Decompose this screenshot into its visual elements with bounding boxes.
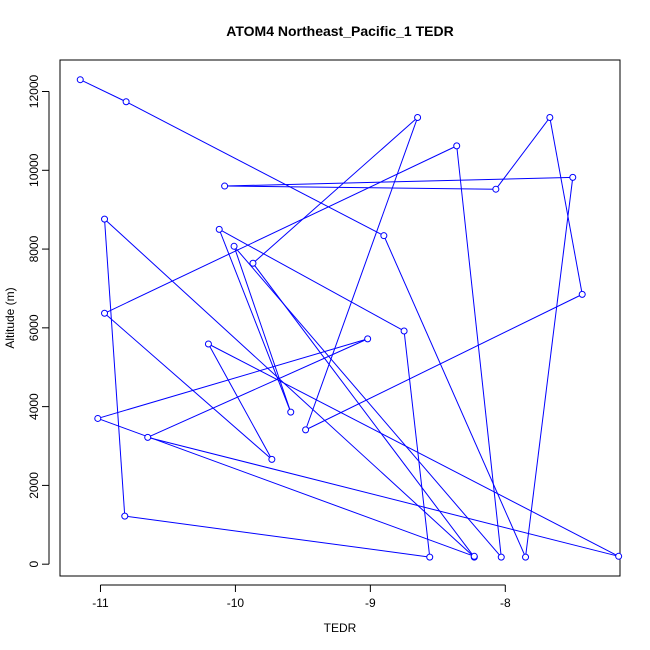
x-tick-label: -11 bbox=[92, 596, 109, 610]
series-segment bbox=[97, 417, 475, 557]
series-segment bbox=[104, 219, 126, 517]
data-point bbox=[426, 553, 434, 561]
x-tick-label: -8 bbox=[500, 596, 511, 610]
series-segment bbox=[525, 177, 574, 558]
series-segment bbox=[104, 218, 475, 558]
data-point bbox=[204, 340, 212, 348]
data-point bbox=[76, 76, 84, 84]
series-segment bbox=[252, 117, 418, 264]
x-axis: -11 -10 -9 -8 bbox=[92, 584, 511, 610]
data-point bbox=[221, 182, 229, 190]
series-segment bbox=[147, 436, 619, 557]
series-segment bbox=[207, 343, 273, 460]
y-tick-label: 2000 bbox=[27, 472, 41, 499]
y-tick-label: 10000 bbox=[27, 153, 41, 187]
series-segment bbox=[208, 343, 619, 557]
y-tick-label: 0 bbox=[27, 561, 41, 568]
series-segment bbox=[252, 262, 475, 558]
series-segment bbox=[218, 228, 405, 332]
y-tick-label: 4000 bbox=[27, 393, 41, 420]
data-point bbox=[522, 553, 530, 561]
data-point bbox=[615, 552, 623, 560]
data-point bbox=[122, 98, 130, 106]
data-point bbox=[470, 552, 478, 560]
series-segment bbox=[80, 79, 127, 103]
y-tick-label: 8000 bbox=[27, 235, 41, 262]
y-tick-label: 6000 bbox=[27, 314, 41, 341]
data-point bbox=[144, 433, 152, 441]
series-segment bbox=[124, 515, 430, 558]
data-point bbox=[569, 173, 577, 181]
data-point bbox=[121, 512, 129, 520]
data-point bbox=[578, 290, 586, 298]
x-tick-label: -10 bbox=[227, 596, 245, 610]
x-tick-label: -9 bbox=[365, 596, 376, 610]
series-segment bbox=[233, 245, 502, 558]
series-segment bbox=[383, 235, 526, 558]
series-segment bbox=[549, 117, 583, 295]
data-point bbox=[215, 225, 223, 233]
data-point bbox=[364, 335, 372, 343]
series-segment bbox=[218, 229, 292, 413]
series-segment bbox=[305, 293, 583, 431]
data-point bbox=[414, 114, 422, 122]
data-point bbox=[101, 309, 109, 317]
series-segment bbox=[97, 338, 368, 419]
x-axis-label: TEDR bbox=[324, 621, 357, 635]
series-segment bbox=[224, 185, 496, 190]
series-segment bbox=[104, 312, 273, 460]
data-point bbox=[380, 232, 388, 240]
series-segment bbox=[305, 117, 419, 431]
data-point bbox=[546, 114, 554, 122]
y-axis: 0 2000 4000 6000 8000 10000 12000 bbox=[27, 75, 50, 568]
data-point bbox=[94, 414, 102, 422]
data-point bbox=[230, 242, 238, 250]
y-tick-label: 12000 bbox=[27, 75, 41, 109]
series-segment bbox=[147, 338, 368, 438]
data-point bbox=[497, 553, 505, 561]
data-point bbox=[302, 426, 310, 434]
data-point bbox=[101, 215, 109, 223]
chart-title: ATOM4 Northeast_Pacific_1 TEDR bbox=[226, 23, 453, 39]
series-segment bbox=[233, 246, 292, 413]
y-axis-label: Altitude (m) bbox=[3, 287, 17, 348]
data-point bbox=[400, 327, 408, 335]
series-points bbox=[76, 76, 623, 561]
series-segment bbox=[403, 330, 431, 558]
series-segment bbox=[495, 117, 551, 190]
data-point bbox=[287, 408, 295, 416]
data-point bbox=[453, 142, 461, 150]
data-point bbox=[249, 259, 257, 267]
series-segment bbox=[104, 145, 457, 314]
data-point bbox=[492, 185, 500, 193]
data-point bbox=[268, 455, 276, 463]
series-segment bbox=[125, 101, 385, 237]
series-segment bbox=[456, 145, 502, 558]
series-segment bbox=[224, 176, 573, 187]
plot-frame bbox=[59, 59, 621, 577]
series-lines bbox=[80, 79, 619, 558]
